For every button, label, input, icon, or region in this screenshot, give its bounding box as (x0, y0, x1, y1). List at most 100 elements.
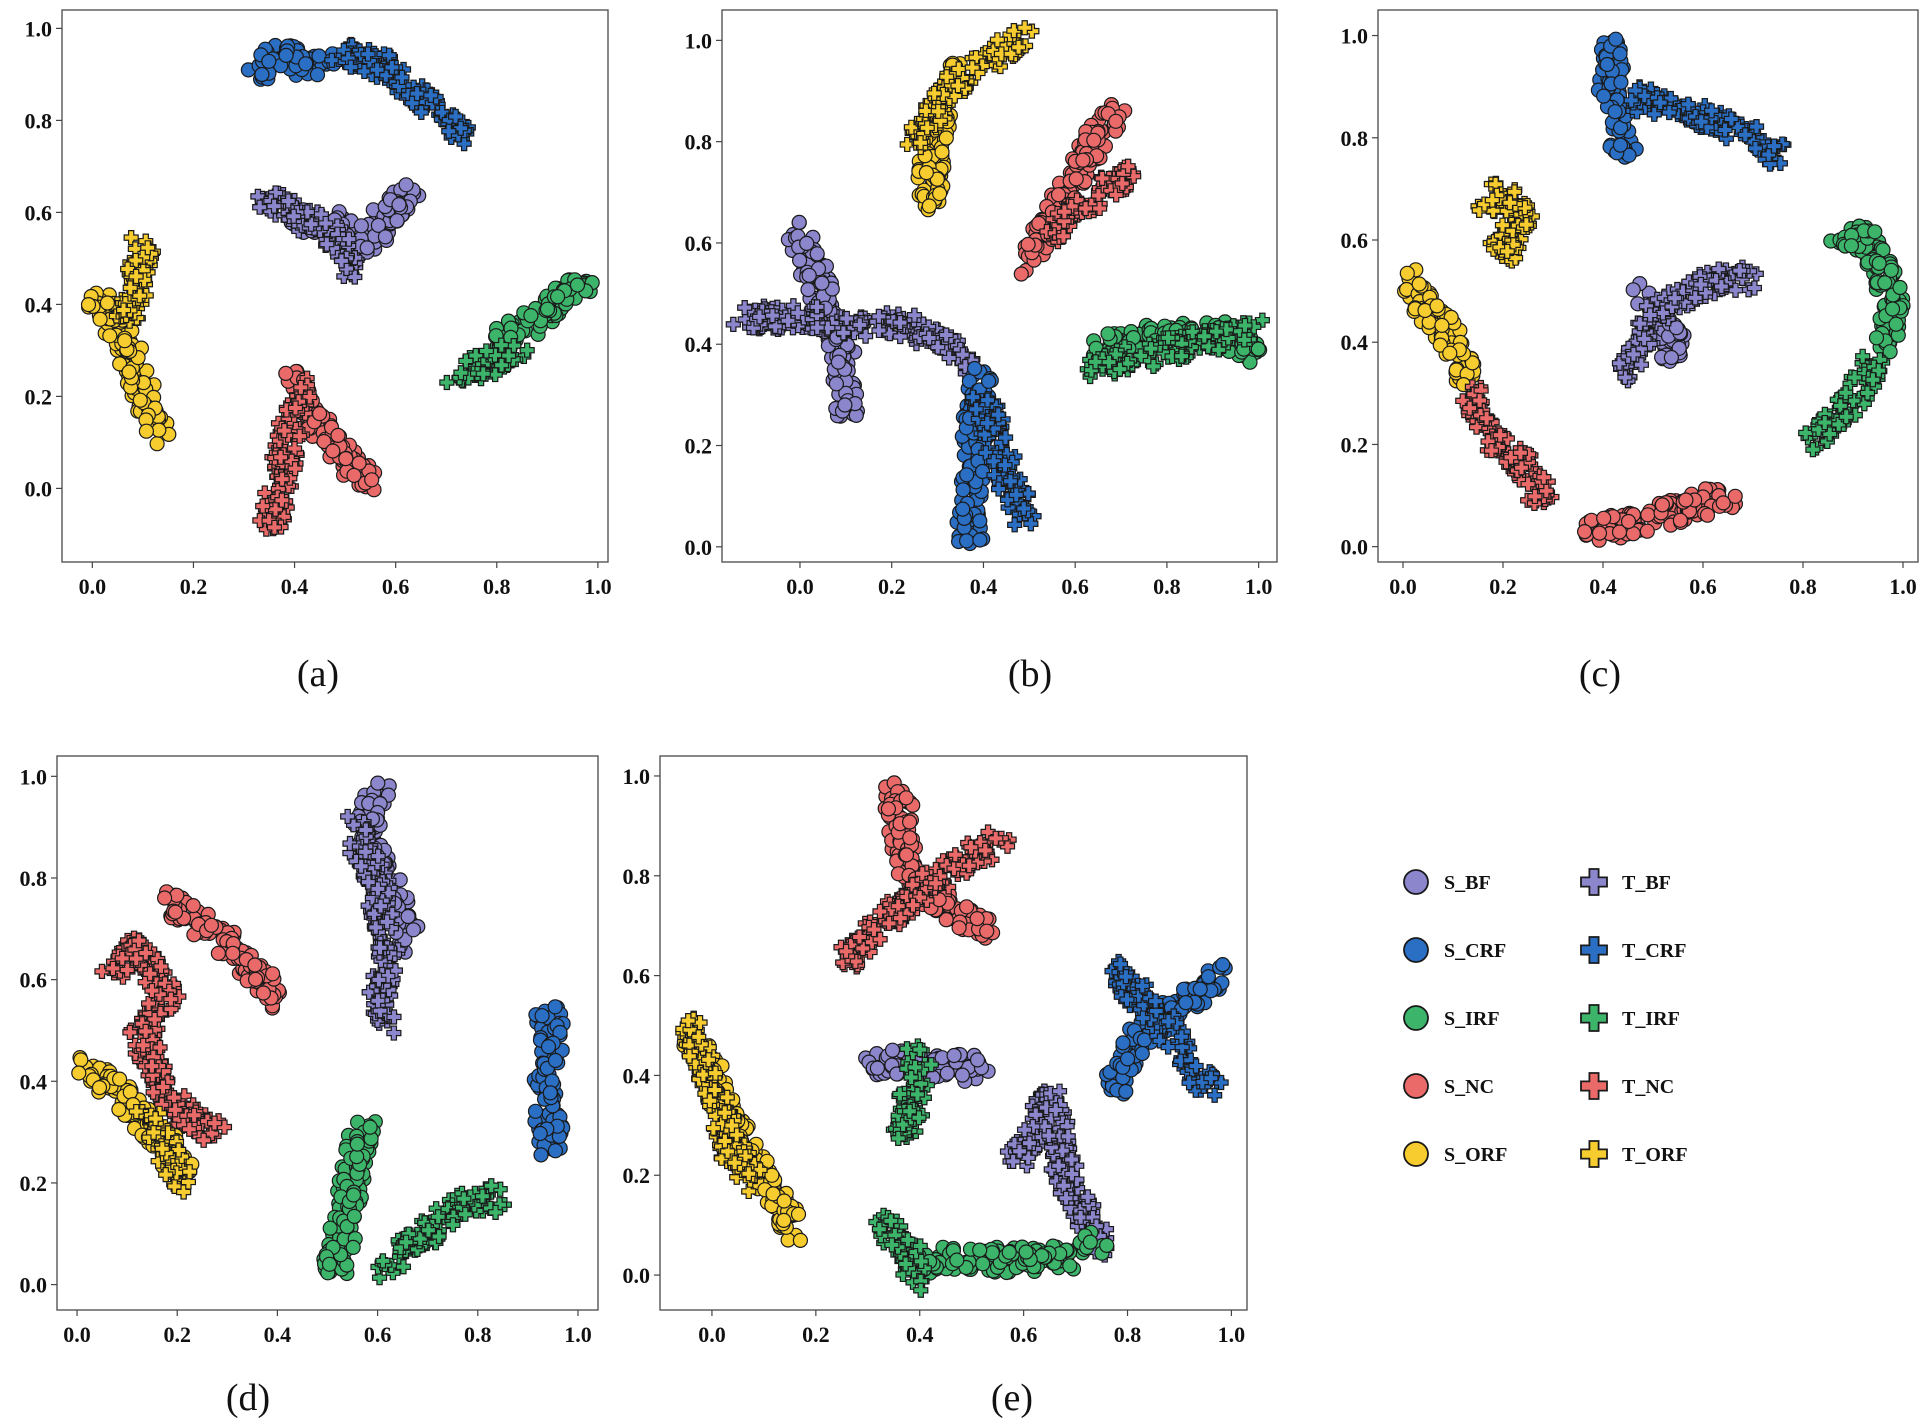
point-s-nc (255, 985, 271, 1001)
point-t-irf (487, 1204, 504, 1220)
point-s-bf (837, 397, 853, 413)
point-t-nc (1512, 445, 1529, 461)
point-s-nc (880, 801, 897, 817)
point-t-orf (158, 1167, 174, 1183)
point-t-orf (1003, 46, 1019, 62)
x-tick-label: 0.8 (1114, 1322, 1142, 1347)
cluster-t-nc (1455, 379, 1560, 511)
y-tick-label: 0.6 (20, 968, 48, 993)
y-tick-label: 0.6 (1341, 228, 1369, 253)
point-t-irf (1196, 328, 1212, 344)
point-s-nc (1591, 525, 1608, 541)
point-t-crf (369, 62, 385, 78)
point-t-orf (1494, 217, 1511, 233)
point-t-bf (809, 320, 825, 336)
point-t-nc (138, 1023, 154, 1039)
point-s-irf (1868, 330, 1885, 346)
point-t-nc (138, 945, 154, 961)
point-t-crf (1693, 114, 1709, 130)
point-s-nc (1031, 215, 1047, 231)
y-tick-label: 0.2 (25, 384, 53, 409)
point-t-crf (997, 457, 1013, 473)
point-s-irf (321, 1256, 338, 1272)
point-s-irf (1867, 224, 1883, 240)
x-tick-label: 0.8 (483, 574, 511, 599)
point-t-irf (501, 348, 517, 364)
point-s-crf (980, 373, 997, 389)
y-tick-label: 0.0 (1341, 535, 1369, 560)
point-s-nc (338, 451, 354, 467)
point-t-orf (140, 240, 156, 256)
x-tick-label: 0.6 (382, 574, 410, 599)
point-t-nc (186, 1107, 202, 1123)
point-t-orf (1499, 243, 1515, 259)
point-t-bf (353, 858, 369, 874)
point-t-nc (1055, 228, 1072, 244)
point-t-crf (1188, 1058, 1204, 1074)
point-s-nc (1596, 510, 1612, 526)
point-s-irf (1871, 255, 1887, 271)
point-t-orf (154, 1141, 170, 1157)
point-s-crf (254, 66, 270, 83)
cluster-t-orf (899, 20, 1040, 156)
point-t-bf (357, 844, 374, 860)
point-t-bf (790, 305, 806, 321)
point-s-crf (1119, 1051, 1136, 1067)
panel-c: 0.0 0.2 0.4 0.6 0.8 1.00.00.20.40.60.81.0(c) (1341, 9, 1919, 695)
point-s-bf (1625, 282, 1641, 298)
point-t-crf (1181, 1075, 1197, 1091)
cluster-t-nc (833, 824, 1017, 975)
y-tick-label: 0.0 (20, 1273, 48, 1298)
point-t-nc (181, 1121, 197, 1137)
point-t-nc (1056, 204, 1073, 220)
cluster-t-bf (250, 185, 365, 285)
point-t-orf (180, 1174, 196, 1190)
point-t-bf (340, 808, 356, 825)
point-t-bf (1711, 261, 1727, 277)
point-t-nc (206, 1115, 223, 1131)
cluster-t-bf (1611, 259, 1764, 389)
point-s-nc (898, 847, 915, 863)
point-t-bf (372, 940, 388, 956)
point-t-irf (375, 1253, 391, 1269)
point-t-nc (266, 519, 283, 535)
point-s-nc (1672, 512, 1689, 528)
point-s-crf (1599, 56, 1615, 73)
point-t-orf (930, 103, 946, 119)
point-t-irf (1145, 358, 1162, 374)
point-t-bf (906, 307, 923, 323)
x-tick-label: 0.4 (906, 1322, 934, 1347)
point-s-nc (1699, 507, 1716, 523)
x-tick-label: 0.8 (1789, 574, 1817, 599)
point-t-crf (1723, 111, 1739, 127)
point-t-irf (1133, 348, 1149, 364)
point-t-nc (153, 958, 169, 975)
point-t-bf (371, 972, 387, 988)
point-s-bf (830, 354, 847, 370)
point-t-irf (1211, 342, 1227, 358)
point-t-bf (1713, 278, 1729, 295)
point-s-orf (132, 392, 148, 408)
point-s-irf (349, 1148, 365, 1165)
point-s-crf (552, 1024, 568, 1041)
point-t-crf (1135, 1010, 1151, 1026)
cluster-t-irf (1079, 312, 1270, 385)
point-s-nc (1576, 523, 1593, 540)
panel-e: 0.0 0.2 0.4 0.6 0.8 1.00.00.20.40.60.81.0(e) (623, 755, 1248, 1419)
point-s-bf (353, 218, 369, 234)
point-t-crf (1748, 119, 1765, 135)
point-s-nc (1050, 187, 1067, 203)
point-t-nc (155, 1079, 171, 1095)
x-tick-label: 0.8 (1153, 574, 1181, 599)
point-s-bf (791, 214, 807, 230)
point-t-nc (114, 950, 130, 966)
point-s-nc (1727, 488, 1743, 504)
point-t-bf (386, 1009, 402, 1025)
point-s-crf (972, 513, 988, 529)
point-t-irf (398, 1234, 414, 1250)
point-s-nc (225, 945, 241, 961)
point-s-orf (929, 171, 945, 187)
point-t-crf (1717, 122, 1733, 138)
point-t-nc (255, 498, 271, 514)
